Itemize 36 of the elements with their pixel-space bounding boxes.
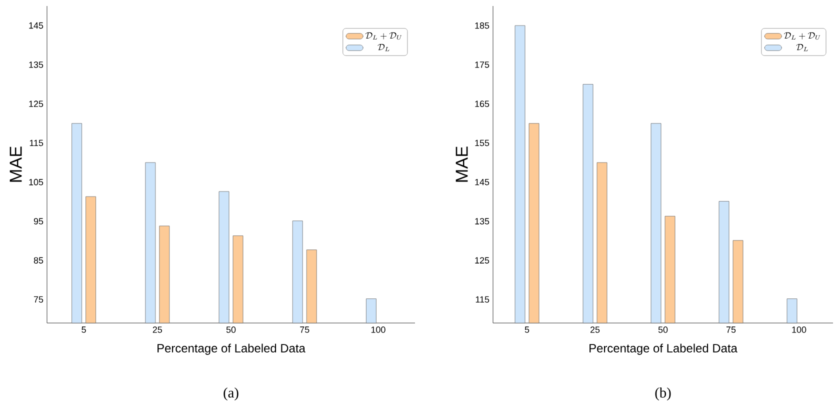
text: (a): [224, 387, 238, 400]
y-tick-label: 165: [475, 100, 490, 108]
x-tick-label: 100: [371, 326, 386, 333]
x-tick-label: 25: [590, 326, 600, 333]
y-tick-label: 185: [475, 22, 490, 29]
y-tick-label: 145: [29, 22, 44, 29]
legend-label: $\mathcal{D}_L+\mathcal{D}_U$: [365, 32, 402, 40]
y-tick-label: 135: [475, 218, 490, 224]
y-tick-label: 105: [29, 178, 44, 186]
y-tick-label: 145: [475, 178, 490, 186]
y-tick-label: 155: [475, 140, 490, 146]
y-axis-title: MAE: [10, 146, 22, 182]
y-tick-label: 135: [29, 62, 44, 68]
x-tick-label: 50: [658, 326, 668, 333]
y-tick-label: 115: [30, 140, 44, 146]
x-tick-label: 50: [226, 326, 236, 333]
y-tick-label: 125: [475, 257, 490, 264]
y-tick-label: 95: [34, 218, 44, 224]
y-tick-label: 85: [34, 257, 44, 264]
y-axis-title: MAE: [456, 146, 468, 182]
x-axis-title: Percentage of Labeled Data: [158, 344, 306, 355]
y-tick-label: 75: [34, 296, 44, 303]
legend-label: $\mathcal{D}_L$: [796, 44, 808, 52]
x-tick-label: 25: [152, 326, 162, 333]
text: (b): [655, 387, 671, 400]
x-tick-label: 100: [792, 326, 806, 333]
legend-label: $\mathcal{D}_L$: [378, 44, 390, 52]
y-tick-label: 115: [476, 296, 490, 303]
x-tick-label: 75: [300, 326, 310, 333]
y-tick-label: 125: [29, 100, 44, 108]
legend-label: $\mathcal{D}_L+\mathcal{D}_U$: [784, 32, 820, 40]
y-tick-label: 175: [475, 62, 490, 68]
x-tick-label: 75: [726, 326, 736, 333]
x-tick-label: 5: [524, 326, 530, 333]
x-axis-title: Percentage of Labeled Data: [590, 344, 738, 355]
x-tick-label: 5: [82, 326, 86, 333]
